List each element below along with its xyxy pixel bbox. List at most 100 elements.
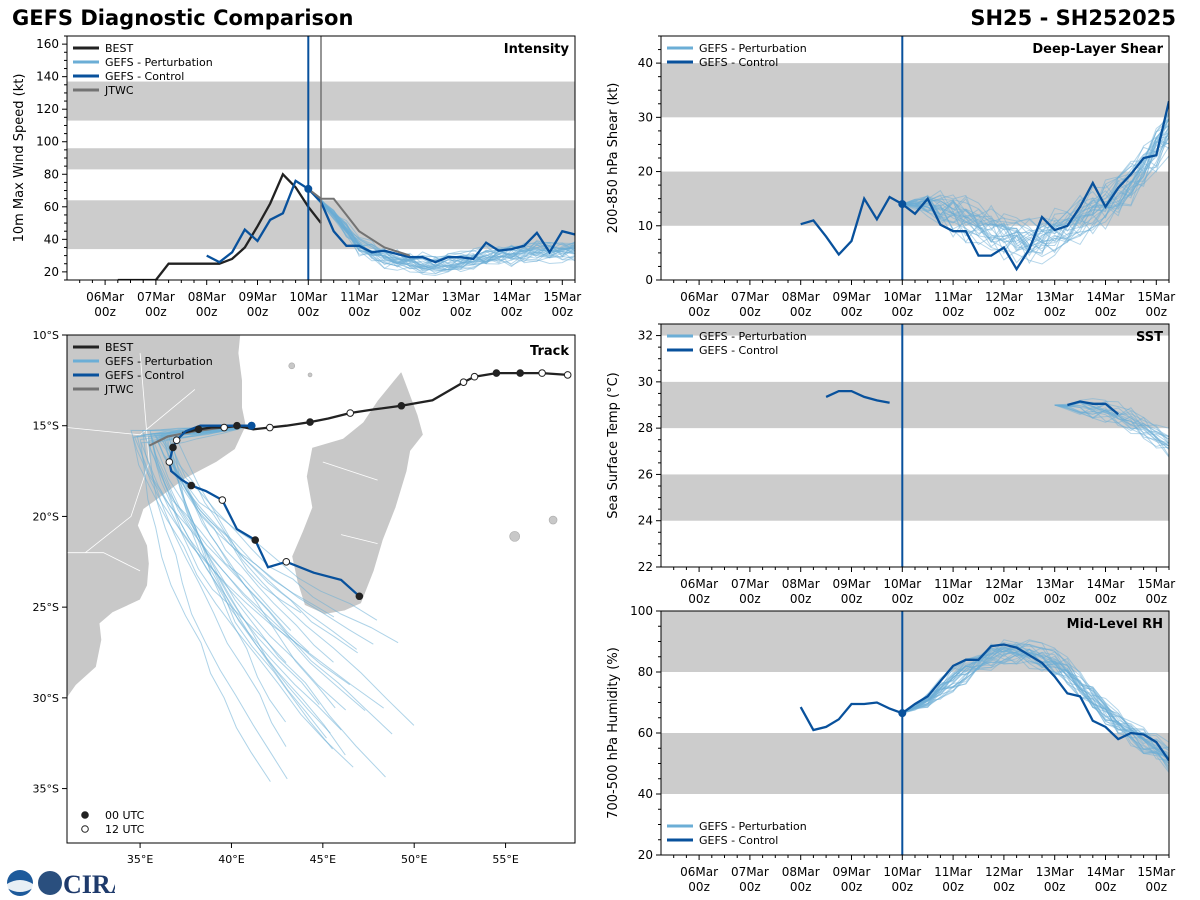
legend-label: GEFS - Perturbation <box>105 56 213 69</box>
marker-12utc <box>538 369 546 377</box>
y-tick-label: 160 <box>36 37 59 51</box>
x-tick-label-date: 08Mar <box>782 290 820 304</box>
border-line <box>341 534 378 544</box>
marker-legend-label: 12 UTC <box>105 823 145 836</box>
x-tick-label: 40°E <box>218 853 244 866</box>
border-line <box>322 461 378 481</box>
x-tick-label-hour: 00z <box>892 880 914 894</box>
threshold-band <box>661 324 1169 336</box>
marker-00utc <box>355 592 364 601</box>
y-tick-label: 100 <box>36 135 59 149</box>
x-tick-label-hour: 00z <box>298 305 320 319</box>
cira-logo: CIRA <box>7 870 115 898</box>
land-island <box>307 372 313 378</box>
x-tick-label-hour: 00z <box>993 880 1015 894</box>
x-tick-label-date: 09Mar <box>833 577 871 591</box>
x-tick-label-date: 15Mar <box>1137 290 1175 304</box>
x-tick-label-date: 07Mar <box>731 290 769 304</box>
x-tick-label-date: 15Mar <box>1137 577 1175 591</box>
series-gefs-control-line <box>800 100 1169 272</box>
marker-12utc <box>220 423 228 432</box>
y-tick-label: 30°S <box>33 692 59 705</box>
x-tick-label-date: 06Mar <box>680 577 718 591</box>
perturbation-member-line <box>902 643 1169 751</box>
marker-12utc <box>218 496 227 504</box>
perturbation-member-line <box>902 646 1169 761</box>
legend-label: GEFS - Control <box>699 834 778 847</box>
map-area <box>67 335 572 782</box>
perturbation-member-line <box>307 188 575 271</box>
legend-label: GEFS - Perturbation <box>105 355 213 368</box>
x-tick-label-hour: 00z <box>1044 305 1066 319</box>
border-line <box>67 389 196 436</box>
init-marker <box>898 200 907 209</box>
land-island <box>509 531 520 542</box>
x-tick-label-hour: 00z <box>1146 880 1168 894</box>
x-tick-label-date: 15Mar <box>543 290 581 304</box>
y-axis-label: 200-850 hPa Shear (kt) <box>606 83 621 234</box>
border-line <box>85 353 150 554</box>
y-tick-label: 22 <box>638 560 653 574</box>
panel-title: Deep-Layer Shear <box>1032 42 1163 57</box>
legend-label: GEFS - Perturbation <box>699 42 807 55</box>
perturbation-track <box>170 425 399 644</box>
y-tick-label: 24 <box>638 514 653 528</box>
perturbation-member-line <box>902 146 1169 265</box>
perturbation-member-line <box>307 188 575 263</box>
x-tick-label-hour: 00z <box>1044 592 1066 606</box>
perturbation-member-line <box>902 123 1169 251</box>
y-axis-label: 700-500 hPa Humidity (%) <box>606 647 621 819</box>
perturbation-member-line <box>902 118 1169 255</box>
legend-label: GEFS - Perturbation <box>699 330 807 343</box>
perturbation-member-line <box>307 188 575 270</box>
x-tick-label-date: 07Mar <box>731 577 769 591</box>
axes-frame <box>660 323 1170 568</box>
panel-title: Mid-Level RH <box>1067 617 1163 632</box>
x-tick-label-date: 07Mar <box>137 290 175 304</box>
logo-text: CIRA <box>63 870 115 898</box>
x-tick-label-hour: 00z <box>1146 592 1168 606</box>
panel-title: Track <box>530 344 569 359</box>
plot-area <box>661 324 1169 521</box>
marker-12utc <box>165 458 174 466</box>
y-tick-label: 32 <box>638 329 653 343</box>
x-tick-label-date: 08Mar <box>782 577 820 591</box>
y-tick-label: 20 <box>638 165 653 179</box>
y-tick-label: 20°S <box>33 510 59 523</box>
series-gefs-control-line <box>1067 400 1119 416</box>
x-tick-label-hour: 00z <box>739 880 761 894</box>
x-tick-label-hour: 00z <box>1095 880 1117 894</box>
y-tick-label: 10°S <box>33 329 59 342</box>
legend-label: GEFS - Perturbation <box>699 820 807 833</box>
y-tick-label: 0 <box>645 273 653 287</box>
marker-00utc <box>492 369 501 377</box>
control-track <box>168 424 361 598</box>
init-marker <box>247 421 256 430</box>
y-tick-label: 28 <box>638 421 653 435</box>
x-tick-label-date: 11Mar <box>934 865 972 879</box>
marker-00utc <box>169 443 177 452</box>
perturbation-member-line <box>307 188 575 274</box>
x-tick-label-date: 11Mar <box>934 577 972 591</box>
legend-label: GEFS - Control <box>699 56 778 69</box>
x-tick-label-hour: 00z <box>348 305 370 319</box>
y-tick-label: 26 <box>638 467 653 481</box>
perturbation-member-line <box>307 188 575 269</box>
x-tick-label-hour: 00z <box>892 305 914 319</box>
threshold-band <box>661 733 1169 794</box>
x-tick-label-date: 13Mar <box>1036 577 1074 591</box>
perturbation-member-line <box>307 188 575 264</box>
x-tick-label-date: 13Mar <box>1036 865 1074 879</box>
series-gefs-control-line <box>799 643 1169 762</box>
legend-label: BEST <box>105 42 133 55</box>
marker-12utc <box>282 557 291 566</box>
marker-00utc <box>516 369 524 377</box>
x-tick-label-date: 09Mar <box>239 290 277 304</box>
x-tick-label-hour: 00z <box>1044 880 1066 894</box>
series-gefs-control-line <box>825 389 890 404</box>
globe-icon <box>38 871 62 895</box>
marker-legend-symbol <box>81 825 89 833</box>
x-tick-label-date: 14Mar <box>1087 865 1125 879</box>
x-tick-label-hour: 00z <box>688 880 710 894</box>
